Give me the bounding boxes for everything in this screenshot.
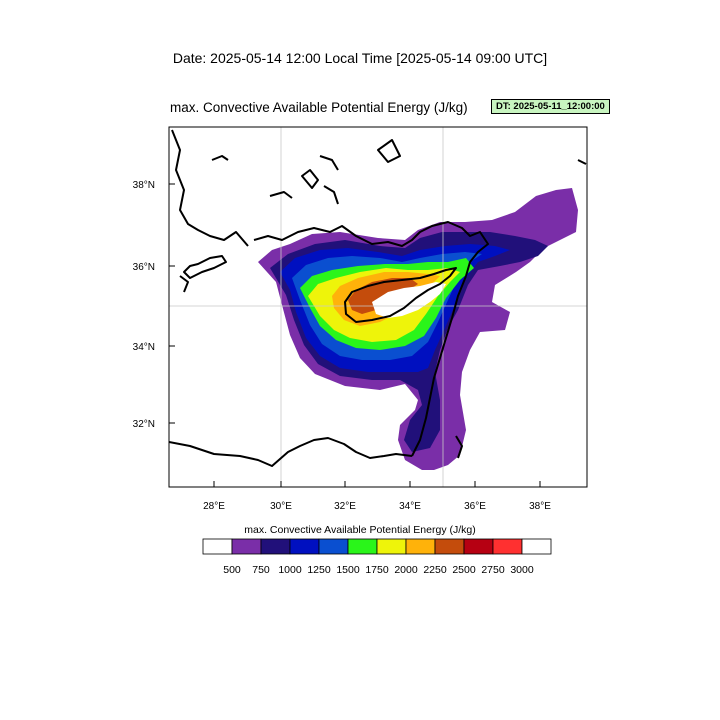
- lat-tick-label: 32°N: [133, 419, 155, 430]
- coast-north-africa: [169, 437, 413, 467]
- colorbar-swatch: [405, 538, 436, 555]
- colorbar-label: 750: [252, 564, 270, 576]
- lon-tick-label: 28°E: [203, 501, 225, 512]
- coast-island-7: [179, 275, 189, 293]
- colorbar-swatch: [492, 538, 523, 555]
- coast-island-4: [323, 185, 339, 205]
- colorbar-swatch: [521, 538, 552, 555]
- grid-lines: [169, 127, 587, 487]
- colorbar-swatch: [347, 538, 378, 555]
- coast-cyprus: [344, 267, 457, 323]
- colorbar-title: max. Convective Available Potential Ener…: [244, 524, 476, 536]
- coast-island-3: [319, 155, 339, 171]
- colorbar-label: 2000: [394, 564, 418, 576]
- colorbar-label: 1250: [307, 564, 331, 576]
- coast-island-1: [211, 155, 229, 161]
- coast-island-2: [301, 169, 319, 189]
- lon-tick-label: 34°E: [399, 501, 421, 512]
- colorbar-label: 2250: [423, 564, 447, 576]
- plot-subtitle: max. Convective Available Potential Ener…: [170, 100, 468, 115]
- colorbar-label: 2500: [452, 564, 476, 576]
- colorbar-swatch: [318, 538, 349, 555]
- coast-levant: [411, 275, 467, 457]
- coast-island-5: [377, 139, 401, 163]
- colorbar-label: 1500: [336, 564, 360, 576]
- colorbar-swatch: [202, 538, 233, 555]
- colorbar-label: 1750: [365, 564, 389, 576]
- plot-frame: [168, 126, 588, 488]
- coast-island-6: [269, 191, 293, 199]
- axis-tick-labels: 28°E 30°E 32°E 34°E 36°E 38°E 38°N 36°N 34°N 32°N: [133, 180, 552, 512]
- colorbar-label: 500: [223, 564, 241, 576]
- colorbar-swatch: [376, 538, 407, 555]
- lat-tick-label: 36°N: [133, 262, 155, 273]
- dt-badge: DT: 2025-05-11_12:00:00: [491, 99, 610, 114]
- coast-island-9: [577, 159, 587, 165]
- lon-tick-label: 30°E: [270, 501, 292, 512]
- coast-crete: [183, 255, 227, 279]
- lon-tick-label: 36°E: [464, 501, 486, 512]
- colorbar-swatch: [434, 538, 465, 555]
- colorbar-swatch: [260, 538, 291, 555]
- colorbar-swatch: [289, 538, 320, 555]
- colorbar-label: 2750: [481, 564, 505, 576]
- lat-tick-label: 38°N: [133, 180, 155, 191]
- lat-tick-label: 34°N: [133, 342, 155, 353]
- colorbar-swatch: [231, 538, 262, 555]
- coastlines: [169, 129, 587, 467]
- coast-turkey-south: [253, 221, 489, 277]
- lon-tick-label: 38°E: [529, 501, 551, 512]
- colorbar-label: 3000: [510, 564, 534, 576]
- colorbar-swatch: [463, 538, 494, 555]
- page-title: Date: 2025-05-14 12:00 Local Time [2025-…: [172, 50, 548, 66]
- lon-tick-label: 32°E: [334, 501, 356, 512]
- coast-island-8: [455, 435, 463, 459]
- colorbar: [202, 538, 552, 555]
- coast-aegean-islands: [171, 129, 249, 247]
- axis-ticks: [169, 183, 541, 487]
- colorbar-label: 1000: [278, 564, 302, 576]
